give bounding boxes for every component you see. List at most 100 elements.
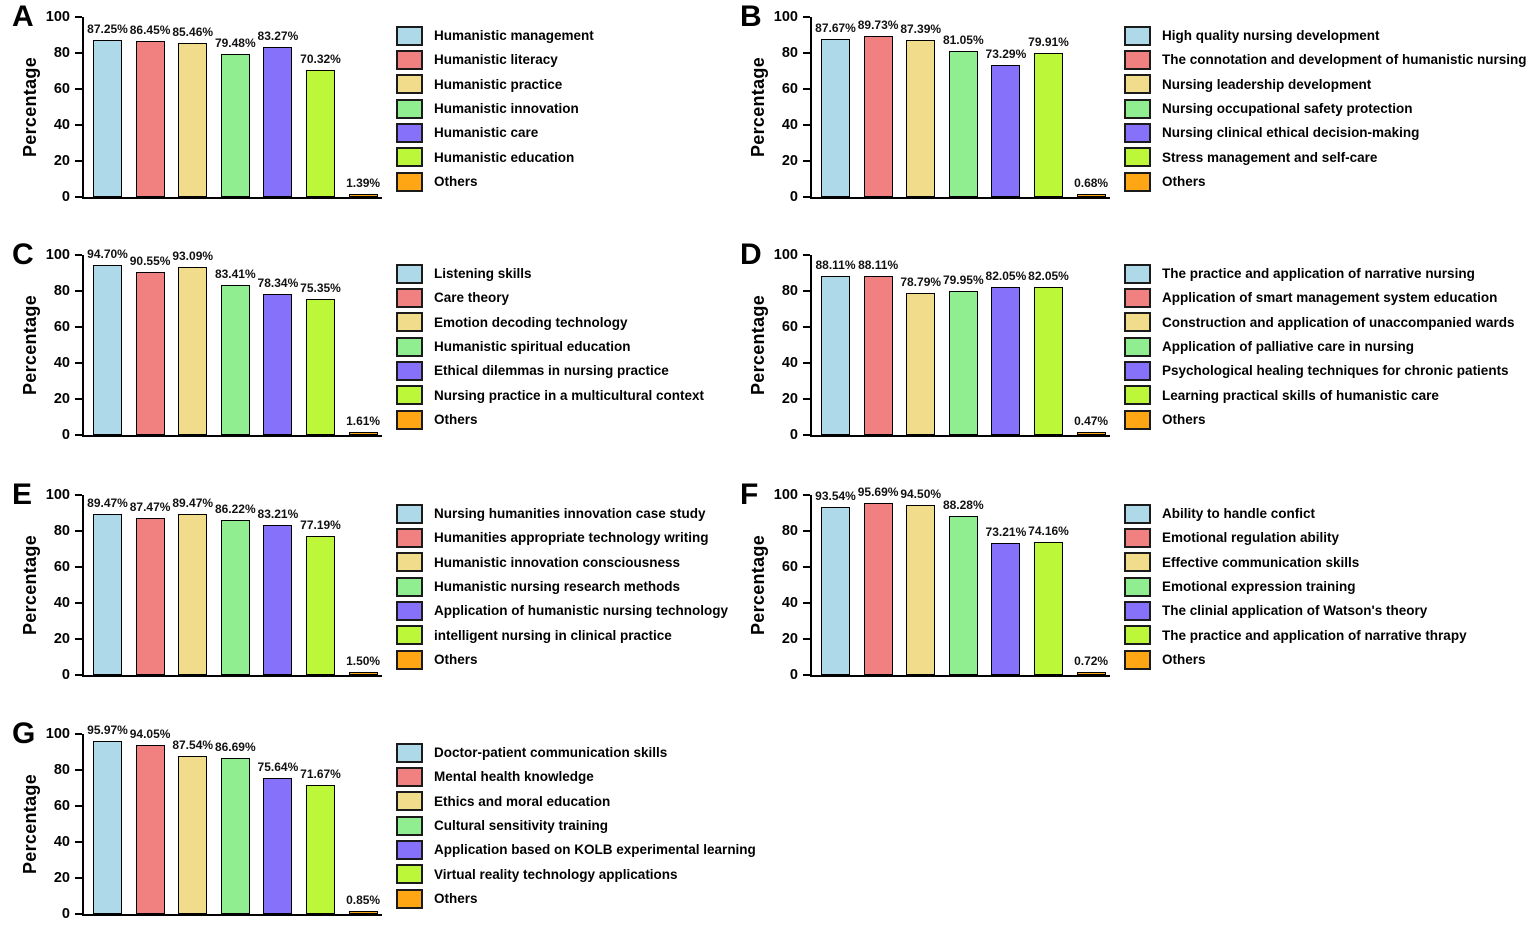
bar-value-label: 88.11% [858,258,899,273]
legend-swatch [396,123,423,144]
legend-item: Humanities appropriate technology writin… [396,527,728,548]
y-tick-label: 100 [45,726,70,742]
legend-swatch [396,312,423,333]
legend-item: Others [396,649,728,670]
bar-value-label: 94.05% [129,726,171,741]
legend-label: Mental health knowledge [434,769,594,785]
legend-item: Nursing occupational safety protection [1124,98,1527,119]
bar-1 [821,276,850,435]
legend-swatch [1124,552,1151,573]
legend: The practice and application of narrativ… [1124,263,1515,436]
plot-area: Percentage 0 20 40 60 80 100 88.11% 88.11% 78.79%… [748,247,1110,443]
y-tick-label: 100 [773,487,798,503]
legend-item: Emotion decoding technology [396,312,704,333]
bar-value-label: 86.45% [129,23,171,38]
legend-label: Others [1162,652,1206,668]
legend-label: Doctor-patient communication skills [434,744,668,760]
legend-swatch [1124,49,1151,70]
legend-label: Humanistic education [434,149,575,165]
legend-label: Application based on KOLB experimental l… [434,842,756,858]
legend-swatch [396,766,423,787]
bar-6 [306,536,335,675]
y-tick-mark [802,529,810,533]
y-tick-label: 60 [781,559,798,575]
legend-item: The practice and application of narrativ… [1124,625,1467,646]
y-tick-mark [802,493,810,497]
y-tick-label: 40 [53,355,70,371]
y-tick-label: 80 [53,45,70,61]
bar-6 [1034,53,1063,197]
legend-item: The clinial application of Watson's theo… [1124,601,1467,622]
bar-value-label: 74.16% [1028,523,1069,538]
legend-label: Nursing clinical ethical decision-making [1162,125,1420,141]
bar-value-label: 94.70% [87,246,128,261]
y-tick-mark [74,637,82,641]
panel-label: D [740,238,762,271]
legend-swatch [396,815,423,836]
legend-swatch [396,147,423,168]
legend-swatch [396,409,423,430]
legend-label: Humanistic spiritual education [434,338,631,354]
legend-swatch [396,336,423,357]
legend-label: Humanistic practice [434,76,563,92]
legend-item: Humanistic management [396,25,594,46]
bar-7 [348,194,378,197]
legend-swatch [396,25,423,46]
bar-value-label: 79.48% [214,35,256,50]
legend-item: Ethics and moral education [396,791,756,812]
y-tick-mark [74,123,82,127]
legend-label: Nursing occupational safety protection [1162,100,1413,116]
legend-item: Nursing humanities innovation case study [396,503,728,524]
y-tick-mark [74,768,82,772]
bar-7 [348,672,378,675]
y-tick-label: 100 [45,247,70,263]
legend-label: The practice and application of narrativ… [1162,265,1475,281]
y-tick-mark [802,15,810,19]
legend-label: Ability to handle confict [1162,505,1316,521]
y-tick-label: 0 [61,189,70,205]
legend-swatch [396,791,423,812]
legend-item: Listening skills [396,263,704,284]
bar-value-label: 75.35% [300,281,341,296]
y-tick-mark [802,601,810,605]
legend-swatch [396,385,423,406]
y-tick-label: 20 [53,153,70,169]
legend-item: Others [396,171,594,192]
y-tick-mark [802,325,810,329]
legend-item: Nursing leadership development [1124,74,1527,95]
legend-item: Nursing practice in a multicultural cont… [396,385,704,406]
legend-item: Others [396,409,704,430]
bar-value-label: 1.39% [346,176,381,191]
legend-swatch [1124,625,1151,646]
bar-value-label: 79.95% [942,273,984,288]
bar-value-label: 88.28% [942,498,984,513]
legend-label: Humanistic innovation consciousness [434,554,681,570]
plot-area: Percentage 0 20 40 60 80 100 87.67% 89.73% 87.39%… [748,9,1110,205]
y-tick-label: 40 [781,595,798,611]
bar-value-label: 79.91% [1028,35,1069,50]
panel-label: A [12,0,34,33]
legend-label: Learning practical skills of humanistic … [1162,387,1439,403]
legend-item: Others [1124,171,1527,192]
legend-item: Humanistic care [396,123,594,144]
legend-swatch [1124,385,1151,406]
bar-4 [948,516,978,675]
legend-label: The practice and application of narrativ… [1162,627,1467,643]
y-tick-mark [74,840,82,844]
bar-value-label: 83.21% [257,507,299,522]
legend-swatch [1124,312,1151,333]
bar-1 [821,39,850,197]
y-tick-label: 80 [53,762,70,778]
legend-item: Mental health knowledge [396,766,756,787]
bar-value-label: 87.39% [900,21,942,36]
legend-label: Care theory [434,290,510,306]
y-tick-mark [74,87,82,91]
bar-4 [948,291,978,435]
bar-value-label: 70.32% [300,52,341,67]
bar-value-label: 94.50% [900,486,942,501]
legend-label: Emotional expression training [1162,578,1356,594]
legend-label: Humanistic nursing research methods [434,578,681,594]
legend-swatch [396,49,423,70]
legend-item: Application based on KOLB experimental l… [396,840,756,861]
legend-item: Emotional expression training [1124,576,1467,597]
